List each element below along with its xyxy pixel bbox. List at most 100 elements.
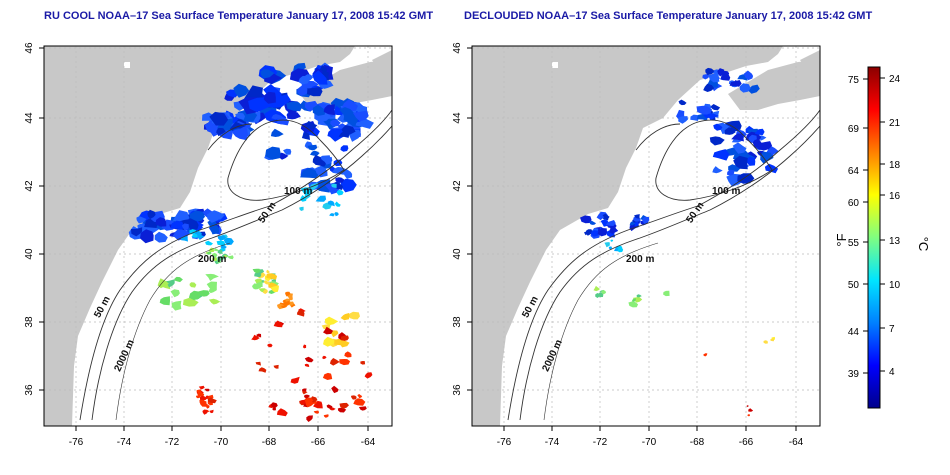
- depth-label-100m: 100 m: [712, 186, 740, 197]
- sst-patch: [270, 402, 278, 408]
- sst-patch: [205, 273, 219, 281]
- sst-patch: [636, 294, 642, 299]
- sst-patch: [595, 293, 602, 298]
- lake: [552, 62, 558, 68]
- sst-patch: [329, 358, 340, 366]
- f-tick-label: 50: [848, 280, 860, 291]
- sst-patch: [223, 254, 229, 258]
- sst-patch: [217, 118, 234, 132]
- sst-patch: [281, 305, 288, 309]
- lon-tick-label: -72: [593, 437, 608, 448]
- sst-patch: [197, 233, 205, 240]
- sst-patch: [322, 372, 333, 380]
- sst-patch: [610, 239, 614, 242]
- sst-patch: [207, 397, 217, 404]
- lake: [124, 62, 130, 68]
- sst-patch: [312, 154, 322, 165]
- axes: -76 -74 -72 -70 -68 -66 -64 36 38 40 42 44 46: [24, 42, 376, 448]
- f-tick-label: 60: [848, 198, 860, 209]
- sst-patch: [337, 407, 347, 413]
- sst-patch: [286, 111, 301, 120]
- f-tick-label: 75: [848, 75, 860, 86]
- sst-patch: [200, 395, 208, 401]
- sst-patch: [705, 67, 715, 76]
- land-cape-breton: [800, 50, 820, 72]
- sst-patch: [266, 273, 278, 280]
- sst-patch: [591, 230, 600, 237]
- sst-patch: [155, 217, 167, 227]
- land-mass: [44, 46, 355, 426]
- sst-patch: [263, 91, 276, 104]
- sst-patch: [702, 74, 709, 80]
- sst-patch: [703, 83, 715, 92]
- land-nova-scotia: [300, 60, 392, 110]
- sst-patch: [324, 316, 339, 326]
- sst-patch: [305, 400, 314, 408]
- fahrenheit-axis-label: °F: [834, 233, 849, 246]
- sst-patch: [300, 187, 313, 196]
- sst-patch: [272, 407, 276, 411]
- sst-patch: [170, 220, 184, 230]
- c-tick-label: 24: [889, 74, 901, 85]
- sst-patch: [663, 290, 670, 297]
- sst-patch: [584, 231, 590, 236]
- sst-patch: [209, 224, 220, 235]
- sst-patch: [733, 155, 748, 170]
- lon-tick-label: -72: [165, 437, 180, 448]
- sst-patch: [159, 296, 170, 306]
- sst-patch: [205, 395, 209, 398]
- c-tick-label: 13: [889, 236, 901, 247]
- land-mass: [472, 46, 783, 426]
- sst-patch: [304, 363, 310, 367]
- f-tick-label: 69: [848, 124, 860, 135]
- sst-patch: [306, 415, 313, 422]
- sst-patch: [270, 128, 284, 137]
- sst-patch: [323, 336, 336, 347]
- sst-patch: [340, 313, 350, 321]
- sst-patch: [339, 402, 349, 409]
- sst-patch: [140, 229, 154, 244]
- colorbar: 75 69 64 60 55 50 44 39 24 21 18 16 13 10 7 4 °F °C: [834, 66, 931, 409]
- lat-tick-label: 40: [452, 248, 463, 260]
- lat-tick-label: 38: [24, 316, 35, 328]
- sst-patch: [629, 221, 636, 226]
- sst-patch: [217, 235, 227, 241]
- sst-patch: [332, 181, 343, 190]
- sst-patch: [233, 83, 250, 98]
- sst-patch: [737, 173, 755, 184]
- sst-patch: [731, 133, 744, 142]
- sst-patch: [608, 246, 612, 250]
- c-tick-label: 18: [889, 160, 901, 171]
- c-tick-label: 10: [889, 280, 901, 291]
- colorbar-strip: [867, 66, 881, 409]
- sst-patch: [256, 333, 262, 338]
- sst-patch: [170, 289, 180, 298]
- sst-patch: [283, 300, 291, 307]
- sst-patch: [265, 146, 281, 160]
- sst-patch: [589, 220, 597, 225]
- c-tick-label: 16: [889, 191, 901, 202]
- sst-patch: [358, 406, 367, 411]
- colorbar-ticks: 75 69 64 60 55 50 44 39 24 21 18 16 13 10 7 4: [848, 74, 901, 380]
- sst-patch: [329, 213, 335, 217]
- sst-patch: [303, 74, 314, 82]
- sst-patch: [181, 223, 189, 231]
- sst-patch: [260, 69, 275, 79]
- sst-patch: [629, 224, 638, 232]
- sst-patch: [130, 227, 143, 237]
- sst-patch: [339, 107, 354, 118]
- sst-patch: [326, 404, 333, 409]
- sst-patch: [286, 101, 303, 112]
- lon-tick-label: -74: [117, 437, 132, 448]
- sst-patch: [188, 290, 201, 301]
- lat-tick-label: 44: [24, 112, 35, 124]
- sst-patch: [339, 338, 350, 348]
- sst-patch: [302, 344, 307, 349]
- sst-patch: [312, 104, 326, 116]
- sst-patch: [315, 165, 328, 178]
- sst-patch: [297, 86, 309, 96]
- bathymetry-contours: [507, 109, 820, 421]
- f-tick-label: 64: [848, 166, 860, 177]
- sst-patch: [198, 290, 210, 297]
